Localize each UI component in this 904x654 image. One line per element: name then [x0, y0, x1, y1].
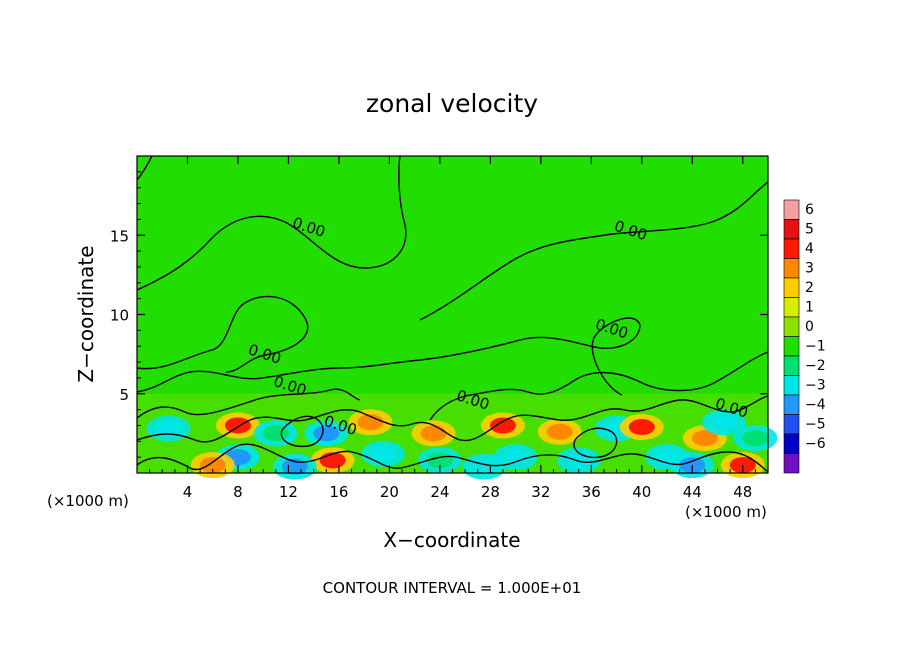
colorbar-swatch — [783, 375, 800, 396]
colorbar-label: 6 — [805, 202, 814, 218]
y-tick-label: 15 — [110, 227, 129, 245]
colorbar-swatch — [783, 297, 800, 318]
contour-line — [136, 395, 769, 443]
colorbar-swatch — [783, 453, 800, 474]
contour-line — [136, 155, 153, 181]
contour-line — [419, 181, 769, 321]
x-tick-label: 8 — [233, 483, 243, 501]
x-axis-label: X−coordinate — [383, 528, 520, 552]
velocity-cell — [215, 412, 260, 439]
colorbar-label: −5 — [805, 416, 826, 432]
colorbar-label: 0 — [805, 319, 814, 335]
x-tick-label: 24 — [430, 483, 449, 501]
velocity-cell — [701, 409, 746, 436]
velocity-cell — [190, 452, 235, 479]
velocity-cell — [253, 420, 298, 447]
contour-line — [136, 388, 361, 419]
x-unit-label-right: (×1000 m) — [685, 503, 767, 521]
x-tick-label: 48 — [733, 483, 752, 501]
colorbar-swatch — [783, 238, 800, 259]
contour-lines — [136, 155, 769, 473]
x-tick-label: 36 — [582, 483, 601, 501]
y-axis-ticks: 5 10 15 — [110, 171, 768, 458]
velocity-cell — [417, 447, 462, 474]
velocity-cell — [462, 453, 507, 480]
y-tick-label: 5 — [119, 386, 129, 404]
colorbar-swatch — [783, 414, 800, 435]
x-tick-label: 32 — [531, 483, 550, 501]
x-unit-label-left: (×1000 m) — [47, 492, 129, 510]
contour-interval-note: CONTOUR INTERVAL = 1.000E+01 — [323, 579, 582, 597]
x-tick-label: 12 — [279, 483, 298, 501]
velocity-cell — [348, 409, 393, 436]
contour-line — [280, 415, 324, 448]
contour-line — [429, 351, 769, 421]
colorbar-swatch — [783, 219, 800, 240]
colorbar-label: −2 — [805, 358, 826, 374]
velocity-cell — [411, 420, 456, 447]
colorbar-swatch — [783, 316, 800, 337]
plot-area: 0.00 0.000.000.000.000.000.000.00 4 8 12 16 2… — [110, 155, 778, 501]
velocity-cell — [733, 425, 778, 452]
x-tick-label: 4 — [183, 483, 193, 501]
contour-line — [136, 295, 309, 373]
velocity-cell — [146, 415, 191, 442]
velocity-field — [137, 393, 778, 480]
colorbar-label: −1 — [805, 338, 826, 354]
velocity-cell — [537, 418, 582, 445]
colorbar-label: −3 — [805, 377, 826, 393]
x-axis-ticks: 4 8 12 16 20 24 28 32 36 40 44 48 — [149, 156, 756, 501]
y-axis-label: Z−coordinate — [74, 245, 98, 382]
colorbar-swatch — [783, 336, 800, 357]
x-tick-label: 20 — [380, 483, 399, 501]
velocity-cell — [272, 453, 317, 480]
colorbar-swatch — [783, 433, 800, 454]
contour-line — [136, 443, 769, 473]
colorbar-swatch — [783, 394, 800, 415]
colorbar-label: 5 — [805, 221, 814, 237]
x-tick-label: 28 — [481, 483, 500, 501]
colorbar-swatch — [783, 355, 800, 376]
x-tick-label: 44 — [683, 483, 702, 501]
colorbar-label: 1 — [805, 299, 814, 315]
colorbar-label: 2 — [805, 280, 814, 296]
colorbar-label: −6 — [805, 436, 826, 452]
colorbar-swatch — [783, 258, 800, 279]
velocity-cell — [619, 414, 664, 441]
chart-title: zonal velocity — [366, 89, 538, 118]
colorbar-label: −4 — [805, 397, 826, 413]
velocity-cell — [480, 412, 525, 439]
colorbar-swatch — [783, 199, 800, 220]
colorbar-label: 3 — [805, 260, 814, 276]
contour-line — [136, 317, 641, 396]
velocity-cell — [304, 420, 349, 447]
contour-line — [573, 427, 618, 459]
contour-line — [136, 155, 407, 291]
x-tick-label: 40 — [632, 483, 651, 501]
colorbar-label: 4 — [805, 241, 814, 257]
velocity-cell — [361, 440, 406, 467]
y-tick-label: 10 — [110, 307, 129, 325]
colorbar: 6 5 4 3 2 1 0 −1 −2 −3 −4 −5 −6 — [783, 199, 826, 474]
colorbar-swatch — [783, 277, 800, 298]
x-tick-label: 16 — [329, 483, 348, 501]
